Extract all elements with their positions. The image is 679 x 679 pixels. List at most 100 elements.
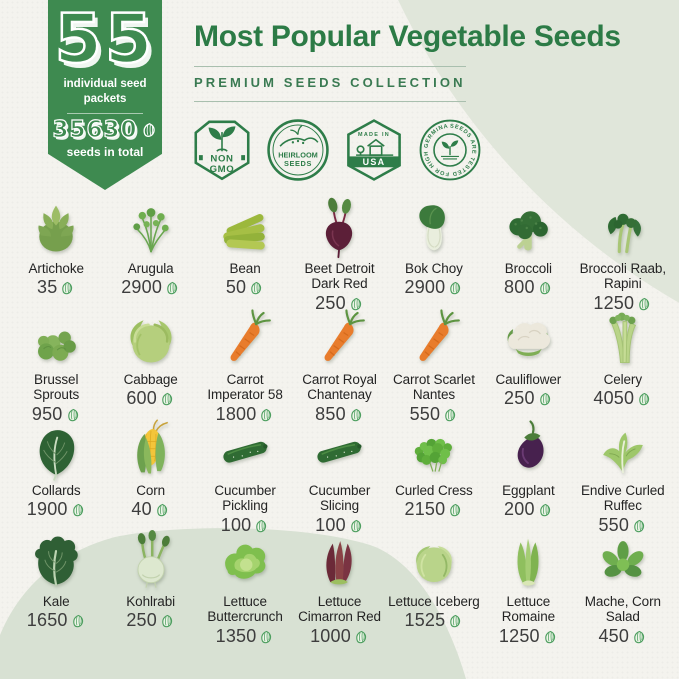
veg-count-value: 1800 bbox=[215, 403, 257, 424]
veg-item-bok-choy: Bok Choy 2900 bbox=[388, 197, 480, 308]
veg-name: Curled Cress bbox=[395, 483, 473, 498]
svg-text:NON: NON bbox=[210, 154, 233, 165]
veg-name: Kohlrabi bbox=[126, 594, 175, 609]
seed-icon bbox=[143, 123, 155, 138]
veg-count-value: 850 bbox=[315, 403, 346, 424]
veg-count: 1250 bbox=[499, 626, 558, 647]
seed-icon bbox=[539, 282, 550, 295]
veg-count: 1000 bbox=[310, 626, 369, 647]
seed-icon bbox=[261, 630, 272, 643]
veg-count: 1525 bbox=[405, 610, 464, 631]
svg-text:HEIRLOOM: HEIRLOOM bbox=[278, 151, 318, 160]
veg-count-value: 2900 bbox=[121, 277, 163, 298]
veg-count-value: 600 bbox=[126, 388, 157, 409]
veg-count: 2150 bbox=[405, 499, 464, 520]
veg-name: Endive Curled Ruffec bbox=[581, 483, 665, 514]
veg-count: 1650 bbox=[27, 610, 86, 631]
arugula-illustration bbox=[120, 197, 182, 259]
veg-count: 100 bbox=[315, 515, 364, 536]
seeds-total-label: seeds in total bbox=[66, 145, 144, 160]
seed-icon bbox=[634, 630, 645, 643]
seed-icon bbox=[67, 408, 78, 421]
veg-count-value: 50 bbox=[225, 277, 247, 298]
brussels-illustration bbox=[25, 308, 87, 370]
cucumber-illustration bbox=[308, 419, 370, 481]
veg-item-broccoli-raab-rapini: Broccoli Raab, Rapini 1250 bbox=[577, 197, 669, 313]
made-in-usa-badge: MADE IN USA bbox=[347, 119, 401, 181]
veg-count: 250 bbox=[504, 388, 553, 409]
veg-item-celery: Celery 4050 bbox=[577, 308, 669, 419]
veg-count: 450 bbox=[598, 626, 647, 647]
seed-icon bbox=[351, 297, 361, 310]
carrot-illustration bbox=[308, 308, 370, 370]
veg-count-value: 550 bbox=[598, 514, 630, 535]
vegetable-grid: Artichoke 35 Arugula 2900 Bean 50 Beet Detr… bbox=[10, 197, 669, 646]
ribbon-divider bbox=[67, 113, 143, 115]
veg-item-carrot-scarlet-nantes: Carrot Scarlet Nantes 550 bbox=[388, 308, 480, 424]
veg-item-cucumber-pickling: Cucumber Pickling 100 bbox=[199, 419, 291, 535]
veg-name: Cucumber Slicing bbox=[308, 483, 371, 514]
seeds-total-count: 35630 bbox=[52, 117, 138, 144]
bokchoy-illustration bbox=[403, 197, 465, 259]
cucumber-illustration bbox=[214, 419, 276, 481]
veg-name: Lettuce Cimarron Red bbox=[298, 594, 381, 625]
seed-icon bbox=[351, 408, 361, 421]
svg-text:MADE IN: MADE IN bbox=[358, 132, 390, 138]
veg-name: Cabbage bbox=[123, 372, 178, 387]
svg-text:GMO: GMO bbox=[210, 164, 235, 175]
seed-icon bbox=[261, 408, 272, 421]
veg-count: 1250 bbox=[593, 293, 652, 314]
kohlrabi-illustration bbox=[120, 530, 182, 592]
barn-icon bbox=[356, 138, 394, 156]
germination-tested-badge: SEEDS ARE TESTED FOR HIGH GERMINATION bbox=[418, 118, 481, 181]
veg-count-value: 550 bbox=[409, 403, 441, 424]
veg-item-carrot-royal-chantenay: Carrot Royal Chantenay 850 bbox=[293, 308, 385, 424]
seed-icon bbox=[356, 630, 366, 643]
veg-count-value: 250 bbox=[126, 610, 157, 631]
veg-name: Lettuce Buttercrunch bbox=[207, 594, 283, 625]
veg-item-beet-detroit-dark-red: Beet Detroit Dark Red 250 bbox=[293, 197, 385, 313]
sprout-icon bbox=[290, 125, 303, 135]
veg-name: Carrot Imperator 58 bbox=[207, 372, 283, 403]
lettuce_iceberg-illustration bbox=[403, 530, 465, 592]
veg-name: Eggplant bbox=[502, 483, 555, 498]
seed-icon bbox=[450, 615, 461, 628]
veg-count: 250 bbox=[126, 610, 175, 631]
veg-name: Broccoli bbox=[504, 261, 552, 276]
packets-count: 55 bbox=[53, 0, 156, 79]
seed-icon bbox=[62, 282, 73, 295]
carrot-illustration bbox=[403, 308, 465, 370]
veg-count-value: 40 bbox=[131, 499, 152, 520]
corn-illustration bbox=[120, 419, 182, 481]
veg-count: 550 bbox=[598, 515, 647, 536]
veg-count-value: 100 bbox=[315, 514, 346, 535]
artichoke-illustration bbox=[25, 197, 87, 259]
seed-icon bbox=[639, 297, 650, 310]
veg-item-mache-corn-salad: Mache, Corn Salad 450 bbox=[577, 530, 669, 646]
celery-illustration bbox=[592, 308, 654, 370]
lettuce_butter-illustration bbox=[214, 530, 276, 592]
brocraab-illustration bbox=[592, 197, 654, 259]
veg-name: Cucumber Pickling bbox=[214, 483, 276, 514]
veg-count: 950 bbox=[32, 404, 81, 425]
veg-count: 850 bbox=[315, 404, 364, 425]
veg-count: 1800 bbox=[216, 404, 275, 425]
kale-illustration bbox=[25, 530, 87, 592]
veg-count: 800 bbox=[504, 277, 553, 298]
veg-count-value: 800 bbox=[504, 277, 535, 298]
veg-count-value: 1525 bbox=[404, 610, 446, 631]
veg-item-cabbage: Cabbage 600 bbox=[104, 308, 196, 419]
bean-illustration bbox=[214, 197, 276, 259]
veg-count-value: 1250 bbox=[593, 292, 635, 313]
veg-count-value: 1900 bbox=[26, 499, 68, 520]
veg-count-value: 2900 bbox=[404, 277, 446, 298]
veg-name: Brussel Sprouts bbox=[33, 372, 80, 403]
seed-icon bbox=[167, 282, 178, 295]
page-title: Most Popular Vegetable Seeds bbox=[194, 20, 621, 53]
veg-count-value: 1000 bbox=[310, 625, 351, 646]
veg-count-value: 100 bbox=[220, 514, 252, 535]
seed-icon bbox=[72, 504, 83, 517]
veg-count: 2900 bbox=[121, 277, 180, 298]
veg-name: Beet Detroit Dark Red bbox=[304, 261, 375, 292]
